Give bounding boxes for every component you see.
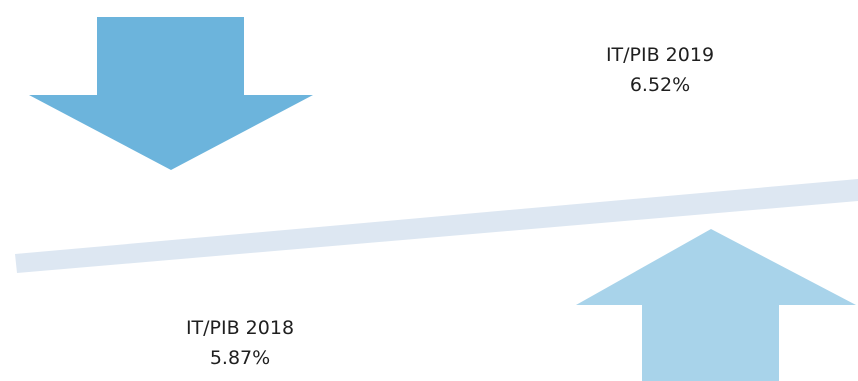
down-arrow-icon (29, 17, 313, 170)
up-arrow-icon (576, 229, 856, 381)
label-2019-value: 6.52% (629, 74, 691, 96)
label-2018-value: 5.87% (209, 347, 271, 369)
tilted-bar (15, 179, 858, 273)
label-it-pib-2018: IT/PIB 2018 5.87% (130, 313, 350, 373)
label-2019-title: IT/PIB 2019 (605, 44, 715, 66)
label-it-pib-2019: IT/PIB 2019 6.52% (560, 40, 760, 100)
label-2018-title: IT/PIB 2018 (185, 317, 295, 339)
